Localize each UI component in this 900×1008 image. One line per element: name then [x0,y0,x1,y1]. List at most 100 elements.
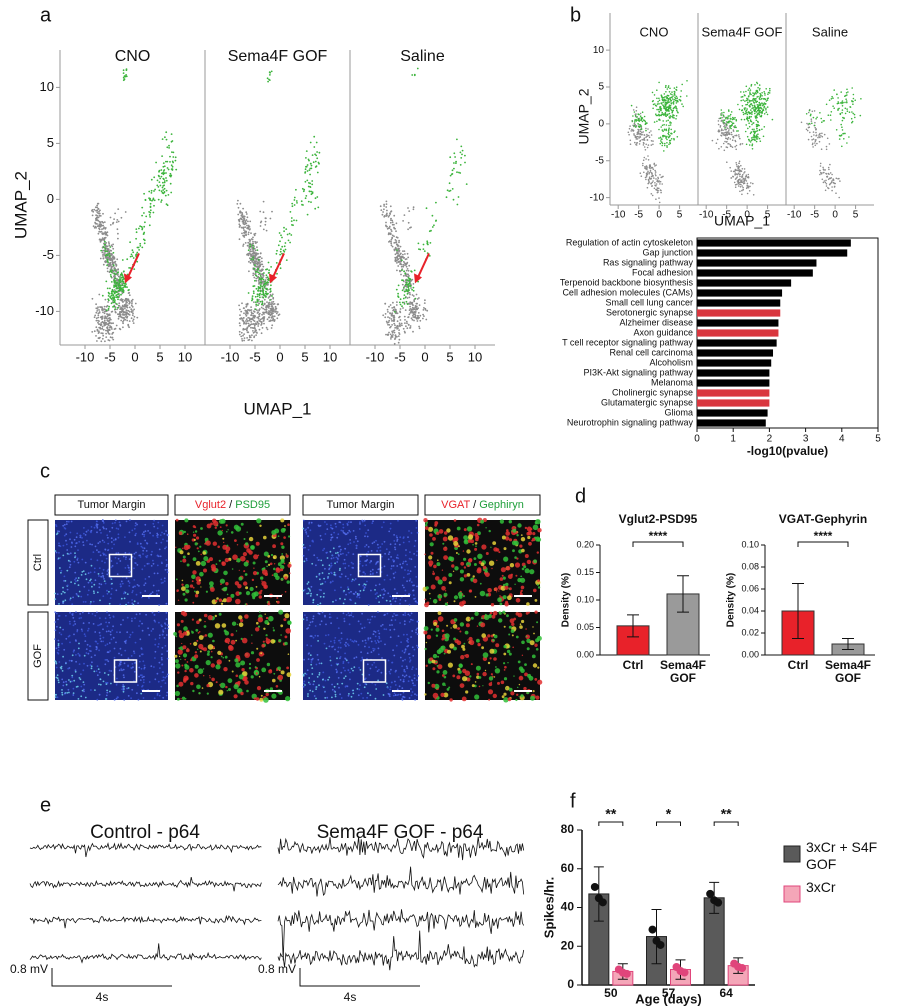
x-tick-label: 0 [694,434,700,445]
image-speck [222,544,228,550]
cell-point [820,148,823,150]
cell-point [104,310,106,313]
cell-point [740,109,743,112]
cell-point [755,124,758,126]
image-speck [344,567,347,569]
cell-point [97,208,100,210]
image-speck [97,573,100,575]
image-speck [396,554,399,556]
image-speck [236,544,239,546]
cell-point [638,130,640,132]
cell-point [412,314,414,317]
cell-point [720,132,723,134]
cell-point [645,143,647,146]
image-speck [223,541,225,544]
cell-point [314,153,316,156]
cell-point [100,315,103,318]
image-speck [226,530,228,533]
cell-point [242,226,245,229]
image-speck [148,597,150,599]
cell-point [662,96,665,99]
cell-point [317,161,320,164]
image-speck [352,592,355,595]
cell-point [396,262,398,264]
cell-point [727,109,730,111]
image-speck [76,559,79,561]
cell-point [385,333,387,336]
x-tick-label: 2 [767,434,773,445]
cell-point [243,232,246,234]
cell-point [169,172,172,175]
cell-point [821,135,824,138]
cell-point [765,88,767,90]
image-speck [93,567,96,570]
cell-point [102,253,104,256]
cell-point [729,113,732,116]
image-speck [84,573,87,576]
cell-point [405,275,408,277]
cell-point [262,304,265,307]
cell-point [257,322,260,325]
category-label: Serotonergic synapse [606,307,693,317]
cell-point [98,293,101,296]
cell-point [274,305,277,308]
cell-point [812,116,815,119]
image-speck [149,532,152,534]
cell-point [383,203,385,206]
cell-point [413,319,415,322]
image-speck [155,542,158,544]
cell-point [117,298,119,301]
cell-point [672,95,674,97]
cell-point [105,245,107,247]
cell-point [667,119,669,122]
cell-point [676,109,678,112]
cell-point [93,226,96,229]
cell-point [756,81,758,84]
image-speck [258,595,262,599]
image-speck [123,592,125,595]
header-part: Gephiryn [479,499,524,511]
image-speck [165,559,168,561]
cell-point [97,232,100,235]
image-speck [377,546,380,549]
cell-point [104,298,107,301]
cell-point [107,301,109,303]
cell-point [170,164,173,167]
cell-point [742,173,744,176]
cell-point [845,98,847,100]
y-tick-label: 10 [593,45,605,56]
image-speck [226,593,229,596]
image-speck [223,570,228,576]
cell-point [741,176,743,179]
cell-point [255,279,258,282]
cell-point [252,331,255,334]
image-speck [96,520,98,523]
cell-point [309,162,312,165]
cell-point [733,181,736,184]
cell-point [417,317,419,320]
cell-point [411,294,414,296]
cell-point [115,264,118,266]
cell-point [636,133,638,135]
cell-point [761,92,763,94]
cell-point [676,136,679,138]
cell-point [157,174,160,177]
image-speck [401,584,404,587]
cell-point [169,155,171,158]
cell-point [253,335,256,338]
cell-point [387,215,390,218]
cell-point [132,322,135,324]
cell-point [669,139,672,142]
cell-point [242,221,245,224]
cell-point [245,211,248,214]
cell-point [667,94,670,97]
cell-point [246,216,249,219]
image-speck [243,561,249,567]
cell-point [820,173,823,175]
cell-point [660,189,662,192]
cell-point [121,298,124,301]
cell-point [116,278,119,281]
cell-point [759,87,761,90]
cell-point [101,294,104,297]
image-speck [352,530,355,532]
